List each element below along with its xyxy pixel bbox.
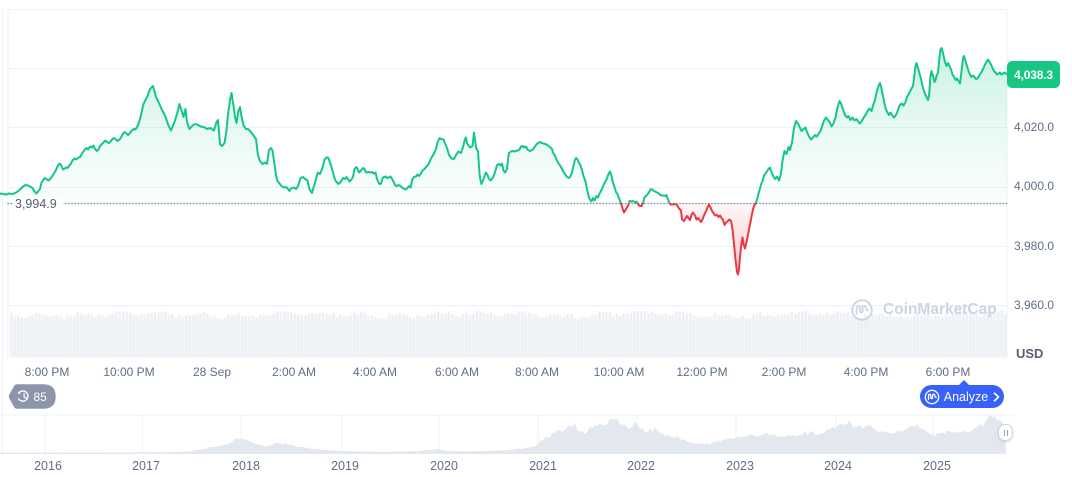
svg-text:85: 85 [34, 390, 48, 404]
